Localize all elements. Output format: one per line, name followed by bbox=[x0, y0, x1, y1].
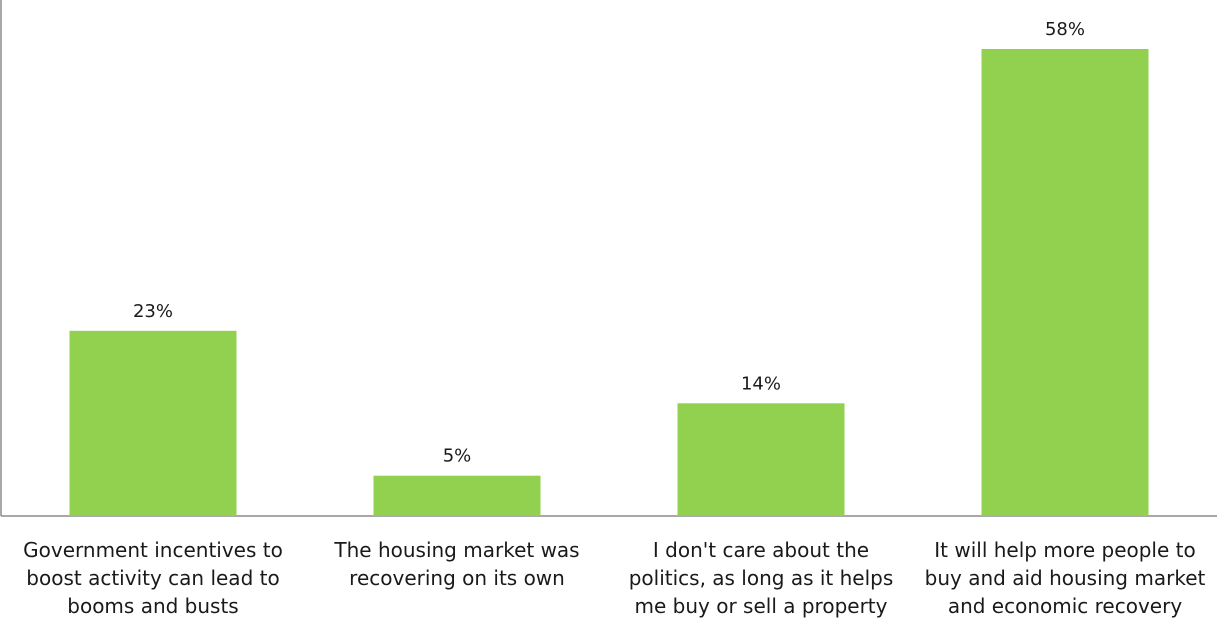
category-label: The housing market was recovering on its… bbox=[334, 538, 580, 590]
bar-value-label: 5% bbox=[443, 446, 472, 467]
data-labels-group: 23% 5% 14% 58% bbox=[133, 19, 1085, 467]
bar bbox=[981, 49, 1149, 516]
category-label: Government incentives to boost activity … bbox=[23, 538, 283, 618]
bar bbox=[373, 475, 541, 516]
bar-value-label: 58% bbox=[1045, 19, 1085, 40]
bar bbox=[677, 403, 845, 516]
bar-value-label: 23% bbox=[133, 301, 173, 322]
category-label: It will help more people to buy and aid … bbox=[924, 538, 1206, 618]
bars-group bbox=[69, 49, 1149, 516]
bar bbox=[69, 330, 237, 516]
category-label: I don't care about the politics, as long… bbox=[628, 538, 894, 618]
bar-value-label: 14% bbox=[741, 373, 781, 394]
